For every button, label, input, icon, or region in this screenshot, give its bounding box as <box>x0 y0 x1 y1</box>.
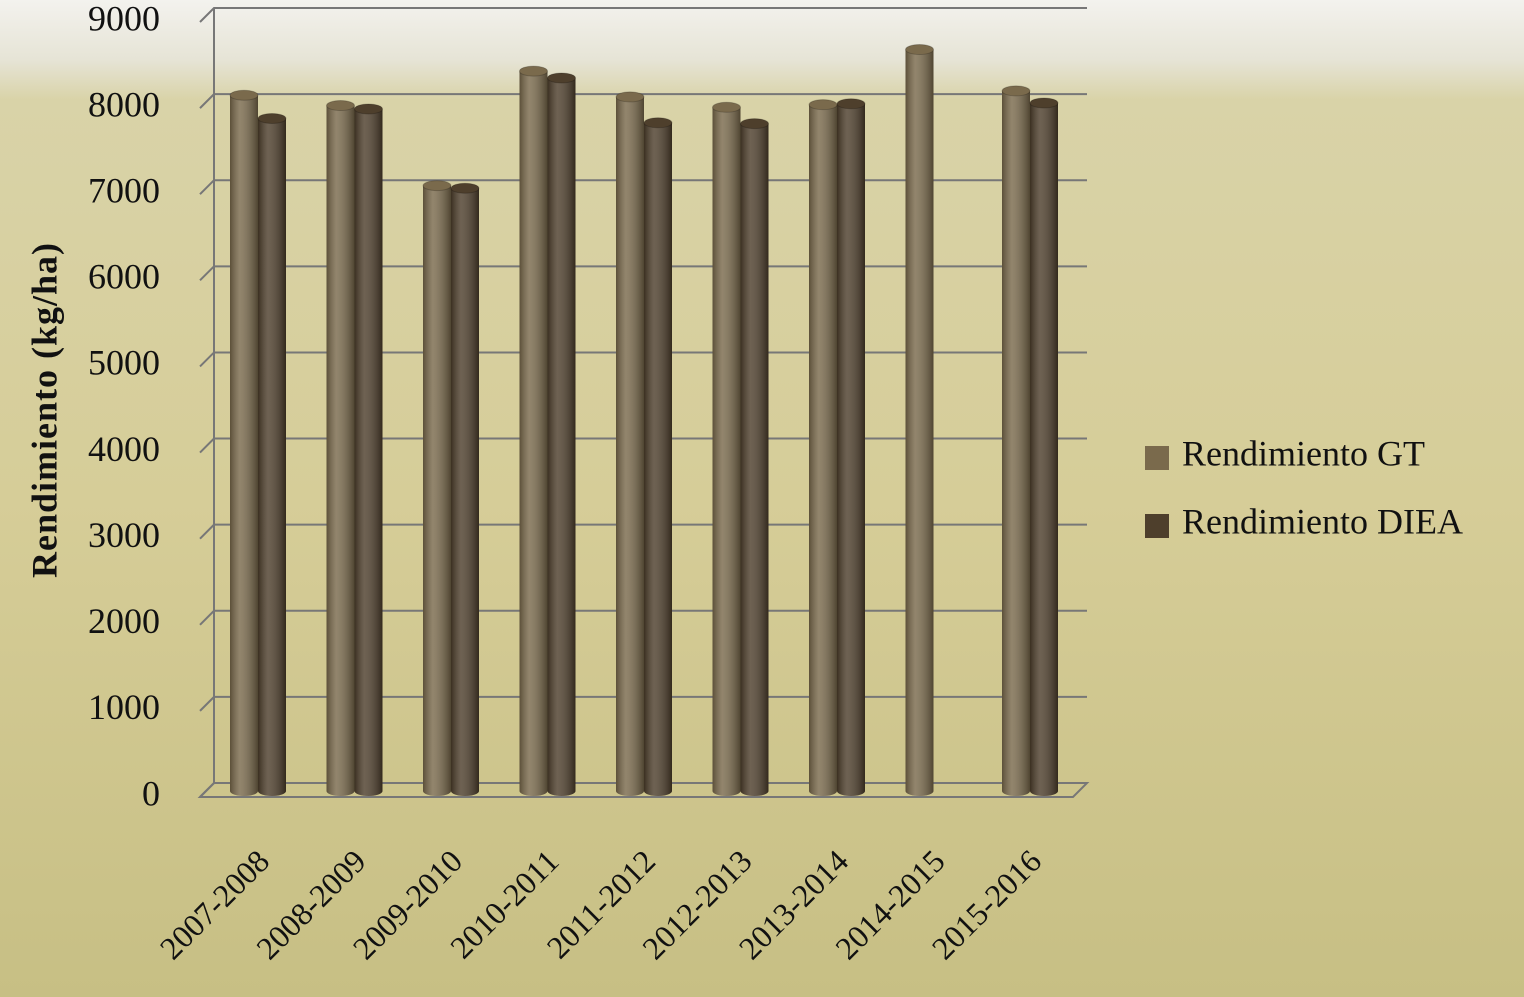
bar-shade <box>644 122 672 796</box>
grid-line <box>199 523 1087 540</box>
bar-cap <box>326 100 355 112</box>
bar-shade <box>230 95 258 796</box>
bar-cap <box>643 117 673 129</box>
bar-shade <box>740 123 769 797</box>
bar-shade <box>326 105 355 797</box>
bar-cap <box>257 112 287 124</box>
legend-label: Rendimiento DIEA <box>1182 501 1463 541</box>
bar-shade <box>1030 102 1058 796</box>
bar-cap <box>354 103 383 115</box>
y-tick-label: 3000 <box>88 515 160 555</box>
grid-line <box>199 179 1087 195</box>
bar-shade <box>519 71 548 797</box>
y-tick-label: 6000 <box>88 257 160 297</box>
y-tick-label: 4000 <box>88 429 160 469</box>
bar-shade <box>616 96 644 796</box>
grid-line <box>199 437 1087 454</box>
grid-line <box>199 351 1087 368</box>
bar-cap <box>547 72 576 84</box>
bar-cap <box>808 99 838 111</box>
y-axis-label: Rendimiento (kg/ha) <box>24 242 64 578</box>
y-tick-label: 7000 <box>88 170 160 210</box>
bar-cap <box>836 98 866 110</box>
grid-line <box>199 93 1087 109</box>
bar-cap <box>450 182 480 194</box>
legend-swatch <box>1145 446 1169 470</box>
bar-shade <box>258 118 286 796</box>
bar-shade <box>1002 90 1030 796</box>
bar-shade <box>547 77 576 796</box>
bar-cap <box>905 44 934 56</box>
bar-shade <box>712 107 741 796</box>
bar-shade <box>905 49 934 797</box>
y-tick-label: 2000 <box>88 601 160 641</box>
y-tick-label: 9000 <box>88 0 160 38</box>
legend-swatch <box>1145 514 1169 538</box>
y-tick-label: 8000 <box>88 84 160 124</box>
bar-cap <box>519 65 548 77</box>
bar-cap <box>712 101 741 113</box>
grid-line <box>199 265 1087 282</box>
bar-cap <box>422 180 452 192</box>
bar-shade <box>809 104 837 796</box>
bar-cap <box>740 118 769 130</box>
bar-shade <box>837 103 865 797</box>
bar-shade <box>354 108 383 796</box>
bar-shade <box>423 185 451 797</box>
bar-cap <box>1029 97 1059 109</box>
y-tick-label: 5000 <box>88 343 160 383</box>
grid-line <box>199 7 1087 23</box>
bar-cap <box>1001 85 1031 97</box>
grid-line <box>199 609 1087 626</box>
bar-cap <box>615 91 645 103</box>
y-tick-label: 0 <box>142 773 160 813</box>
legend-label: Rendimiento GT <box>1182 433 1425 473</box>
y-tick-label: 1000 <box>88 687 160 727</box>
bar-cap <box>229 89 259 101</box>
grid-line <box>199 695 1087 712</box>
bar-shade <box>451 188 479 796</box>
floor <box>197 782 1090 798</box>
